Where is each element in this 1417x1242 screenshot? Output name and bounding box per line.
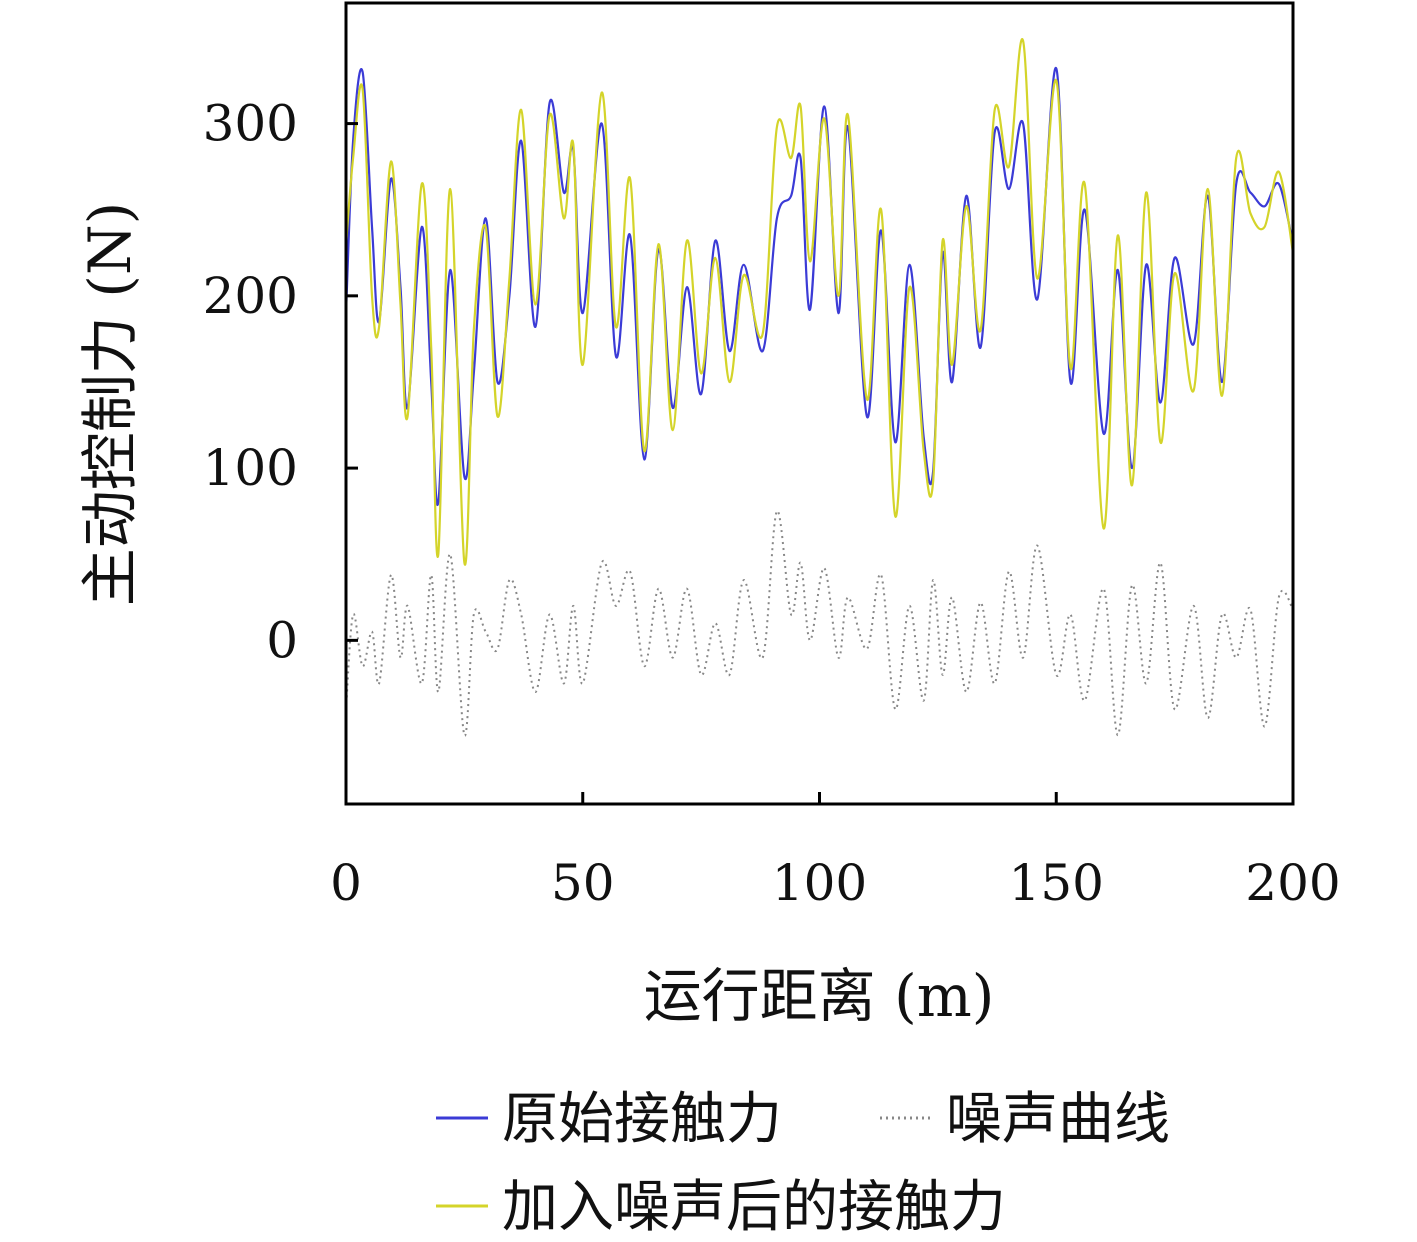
y-tick-label: 300 bbox=[203, 95, 298, 153]
tick-layer: 0 50 100 150 200 0 100 200 300 bbox=[203, 95, 1341, 912]
x-tick-label: 0 bbox=[330, 854, 362, 912]
series-layer bbox=[344, 38, 1295, 737]
x-tick-label: 100 bbox=[772, 854, 867, 912]
x-tick-label: 150 bbox=[1009, 854, 1104, 912]
plot-frame bbox=[344, 1, 1295, 806]
x-tick-label: 50 bbox=[551, 854, 615, 912]
legend-item-original-contact-force: 原始接触力 bbox=[436, 1087, 782, 1152]
series-line-noise-curve bbox=[345, 510, 1294, 737]
y-tick-label: 0 bbox=[266, 611, 298, 669]
legend-label: 噪声曲线 bbox=[946, 1087, 1170, 1152]
y-tick-label: 100 bbox=[203, 439, 298, 497]
legend-item-noise-curve: 噪声曲线 bbox=[880, 1087, 1170, 1152]
series-line-noisy-contact-force bbox=[344, 38, 1295, 566]
legend-item-noisy-contact-force: 加入噪声后的接触力 bbox=[436, 1175, 1006, 1240]
series-line-original-contact-force bbox=[344, 67, 1295, 506]
x-axis-title: 运行距离 (m) bbox=[644, 962, 995, 1030]
legend-label: 原始接触力 bbox=[502, 1087, 782, 1152]
x-tick-label: 200 bbox=[1245, 854, 1340, 912]
legend-label: 加入噪声后的接触力 bbox=[502, 1175, 1006, 1240]
y-tick-label: 200 bbox=[203, 267, 298, 325]
y-axis-title: 主动控制力 (N) bbox=[76, 202, 144, 606]
